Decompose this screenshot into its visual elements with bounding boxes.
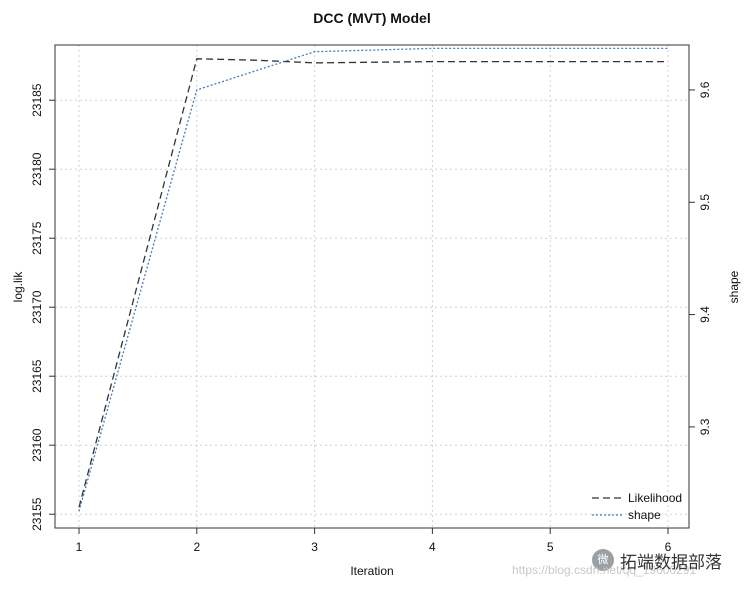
x-tick-label: 1 [76, 540, 83, 554]
x-tick-label: 5 [547, 540, 554, 554]
y-axis-left-label: log.lik [11, 271, 25, 303]
x-axis-label: Iteration [350, 564, 393, 578]
legend-label: Likelihood [628, 491, 682, 505]
y-left-tick-label: 23155 [30, 497, 44, 531]
legend: Likelihood shape [592, 491, 682, 522]
y-right-tick-label: 9.3 [698, 418, 712, 435]
y-left-tick-label: 23170 [30, 290, 44, 324]
x-tick-label: 3 [311, 540, 318, 554]
y-right-tick-label: 9.5 [698, 194, 712, 211]
plot-frame [54, 44, 690, 529]
y-axis-left: 23155 23160 23165 23170 23175 23180 23185 [30, 83, 55, 531]
y-left-tick-label: 23185 [30, 83, 44, 117]
legend-label: shape [628, 508, 661, 522]
x-tick-label: 6 [665, 540, 672, 554]
chart-title: DCC (MVT) Model [313, 10, 430, 26]
y-axis-right: 9.3 9.4 9.5 9.6 [689, 81, 712, 435]
y-left-tick-label: 23175 [30, 221, 44, 255]
x-axis: 1 2 3 4 5 6 [76, 528, 672, 554]
y-axis-right-label: shape [727, 270, 741, 303]
series-layer [78, 47, 668, 512]
x-tick-label: 4 [429, 540, 436, 554]
watermark-brand: 拓端数据部落 [620, 553, 722, 572]
y-right-tick-label: 9.6 [698, 81, 712, 98]
series-line-shape [78, 47, 668, 512]
y-left-tick-label: 23165 [30, 359, 44, 393]
x-tick-label: 2 [193, 540, 200, 554]
y-left-tick-label: 23180 [30, 152, 44, 186]
y-right-tick-label: 9.4 [698, 306, 712, 323]
y-left-tick-label: 23160 [30, 428, 44, 462]
series-line-likelihood [78, 58, 668, 508]
wechat-logo-icon: 微 [592, 549, 614, 571]
grid-lines [55, 45, 689, 528]
watermark-url: https://blog.csdn.net/qq_19600291 [512, 563, 697, 577]
